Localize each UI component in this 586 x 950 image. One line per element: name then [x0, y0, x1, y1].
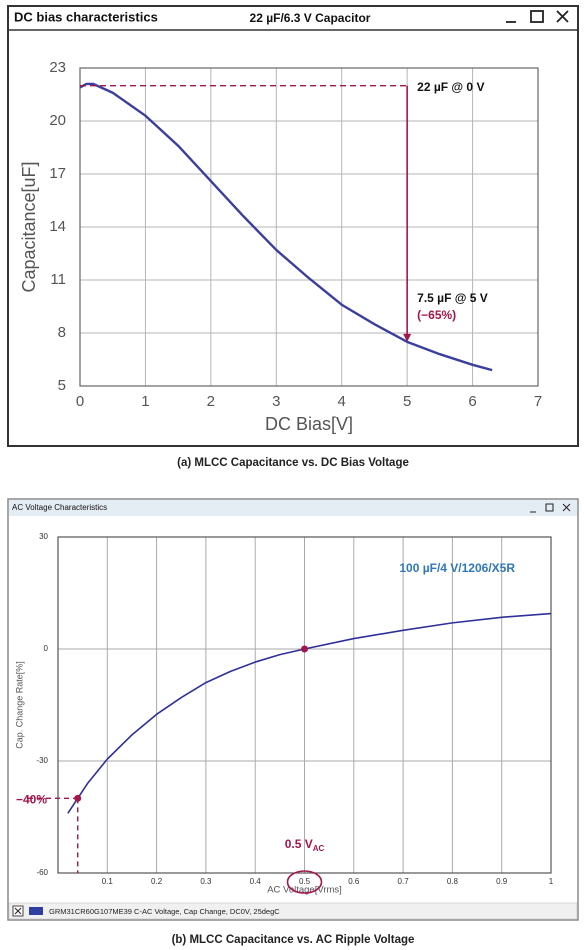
y-axis-label: Cap. Change Rate[%] [14, 661, 24, 749]
y-tick-label: 17 [49, 165, 66, 182]
footer-text: GRM31CR60G107ME39 C-AC Voltage, Cap Chan… [49, 907, 280, 916]
marker-dot [74, 794, 82, 802]
annotation: 0.5 VAC [285, 837, 325, 853]
plot-border [79, 67, 539, 387]
x-tick-label: 0.7 [398, 877, 410, 886]
x-tick-label: 1 [549, 877, 554, 886]
y-tick-label: 23 [49, 59, 66, 76]
annotation-subscript: AC [313, 844, 325, 853]
series-line [67, 612, 552, 814]
x-tick-label: 0.3 [200, 877, 212, 886]
arrow-head [403, 333, 412, 342]
y-tick-label: 30 [39, 532, 48, 541]
chart-title: 22 µF/6.3 V Capacitor [250, 11, 371, 25]
x-axis-label: AC Voltage[Vrms] [267, 885, 342, 896]
x-tick-label: 1 [141, 393, 149, 410]
x-tick-label: 0.5 [299, 877, 311, 886]
maximize-button[interactable] [530, 10, 544, 23]
x-axis-label: DC Bias[V] [265, 414, 353, 434]
checkbox-mark [14, 907, 22, 915]
x-tick-label: 2 [207, 393, 215, 410]
x-tick-label: 0 [76, 393, 84, 410]
close-button[interactable] [562, 503, 571, 512]
annotation: 7.5 µF @ 5 V [417, 291, 488, 305]
window-title: AC Voltage Characteristics [12, 503, 107, 512]
x-tick-label: 4 [338, 393, 346, 410]
x-tick-label: 3 [272, 393, 280, 410]
highlight-ring [286, 870, 323, 894]
close-button[interactable] [556, 10, 569, 23]
annotation-text: 0.5 V [285, 837, 313, 851]
y-tick-label: 11 [50, 271, 66, 288]
x-tick-label: 6 [468, 393, 476, 410]
y-tick-label: -30 [36, 756, 48, 765]
x-tick-label: 0.6 [348, 877, 360, 886]
annotation: −40% [16, 793, 47, 807]
status-bar [8, 902, 578, 920]
caption: (a) MLCC Capacitance vs. DC Bias Voltage [177, 457, 409, 469]
marker-dot [301, 645, 308, 653]
y-tick-label: 20 [49, 112, 66, 129]
x-tick-label: 5 [403, 393, 411, 410]
window-frame [7, 5, 579, 447]
maximize-button[interactable] [545, 503, 554, 512]
x-tick-label: 7 [534, 393, 542, 410]
window-buttons[interactable] [506, 10, 569, 23]
window-frame [7, 498, 579, 921]
y-axis-label: Capacitance[uF] [19, 161, 39, 292]
chart-title: 100 µF/4 V/1206/X5R [399, 561, 515, 575]
y-tick-label: 14 [49, 218, 66, 235]
x-tick-label: 0.2 [151, 877, 163, 886]
annotation: 22 µF @ 0 V [417, 80, 484, 94]
legend-swatch [29, 907, 43, 915]
caption: (b) MLCC Capacitance vs. AC Ripple Volta… [172, 934, 415, 946]
window-buttons[interactable] [530, 503, 571, 513]
plot-border [57, 536, 552, 874]
window-title: DC bias characteristics [14, 9, 158, 24]
y-tick-label: -60 [36, 868, 48, 877]
series-line [79, 82, 493, 372]
annotation-note: (−65%) [417, 308, 456, 322]
y-tick-label: 8 [58, 324, 66, 341]
title-bar [9, 500, 577, 516]
x-tick-label: 0.1 [102, 877, 114, 886]
y-tick-label: 5 [58, 377, 66, 394]
x-tick-label: 0.9 [496, 877, 508, 886]
x-tick-label: 0.8 [447, 877, 459, 886]
y-tick-label: 0 [44, 644, 49, 653]
x-tick-label: 0.4 [250, 877, 262, 886]
